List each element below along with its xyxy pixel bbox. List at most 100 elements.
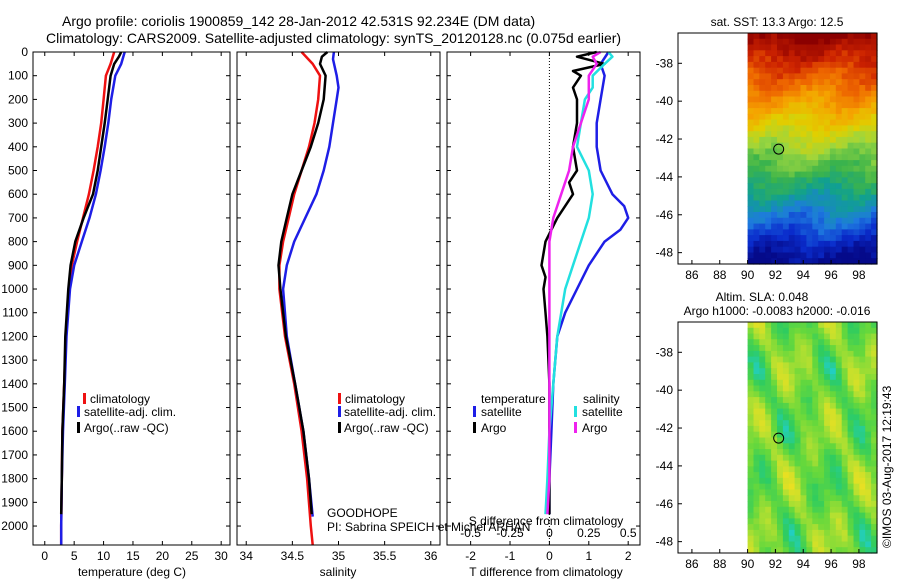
map-cell	[794, 131, 802, 138]
map-cell	[859, 379, 866, 387]
map-cell	[782, 142, 790, 150]
map-cell	[835, 200, 843, 207]
map-cell	[788, 246, 796, 254]
map-cell	[841, 177, 849, 184]
map-cell	[859, 443, 866, 450]
y-tick-label: 0	[21, 45, 28, 59]
map-cell	[829, 414, 837, 421]
map-cell	[841, 212, 849, 219]
map-cell	[835, 408, 843, 415]
map-cell	[853, 431, 860, 439]
map-cell	[847, 125, 855, 132]
map-cell	[800, 67, 807, 75]
map-cell	[771, 501, 778, 508]
map-cell	[782, 483, 790, 491]
map-cell	[777, 79, 784, 86]
map-cell	[765, 466, 772, 473]
map-cell	[835, 362, 843, 369]
map-cell	[835, 131, 843, 138]
map-cell	[853, 391, 860, 398]
map-cell	[871, 420, 878, 427]
map-cell	[753, 85, 760, 92]
map-cell	[771, 483, 778, 491]
map-cell	[753, 171, 760, 178]
map-cell	[747, 385, 755, 392]
map-cell	[765, 408, 772, 415]
map-cell	[800, 345, 807, 352]
map-cell	[794, 212, 802, 219]
map-cell	[788, 113, 796, 121]
map-cell	[777, 229, 784, 236]
map-cell	[812, 356, 819, 363]
map-cell	[800, 529, 807, 537]
map-cell	[800, 206, 807, 213]
map-cell	[777, 350, 784, 358]
map-cell	[853, 322, 860, 329]
map-cell	[853, 212, 860, 219]
map-cell	[806, 171, 813, 178]
map-cell	[777, 391, 784, 398]
map-cell	[788, 368, 796, 375]
map-cell	[853, 454, 860, 462]
map-cell	[824, 391, 831, 398]
map-cell	[753, 119, 760, 126]
map-cell	[771, 67, 778, 75]
map-cell	[818, 188, 825, 196]
map-cell	[871, 85, 878, 92]
map-cell	[829, 379, 837, 387]
map-cell	[782, 501, 790, 508]
map-cell	[782, 44, 790, 51]
map-cell	[835, 414, 843, 421]
map-cell	[871, 136, 878, 144]
map-cell	[853, 194, 860, 202]
map-cell	[841, 529, 849, 537]
map-cell	[818, 246, 825, 254]
x-tick-label: 15	[126, 549, 140, 563]
pi-label: PI: Sabrina SPEICH et Michel ARHAN	[327, 520, 530, 534]
map-cell	[765, 252, 772, 259]
map-cell	[782, 547, 790, 554]
map-cell	[835, 246, 843, 254]
map-cell	[753, 495, 760, 502]
map-cell	[782, 119, 790, 126]
map-cell	[753, 524, 760, 531]
map-cell	[841, 102, 849, 109]
map-cell	[806, 518, 813, 525]
map-cell	[853, 258, 860, 265]
map-cell	[818, 38, 825, 46]
map-cell	[782, 258, 790, 265]
map-cell	[835, 483, 843, 491]
map-cell	[835, 79, 843, 86]
map-cell	[777, 437, 784, 444]
map-cell	[800, 333, 807, 340]
map-cell	[747, 443, 755, 450]
map-cell	[759, 212, 766, 219]
map-cell	[812, 108, 819, 115]
map-cell	[800, 489, 807, 496]
map-cell	[753, 489, 760, 496]
map-cell	[765, 529, 772, 537]
map-cell	[841, 397, 849, 404]
legend-swatch-climatology	[338, 393, 341, 404]
map-cell	[782, 183, 790, 190]
map-cell	[829, 501, 837, 508]
map-cell	[829, 90, 837, 98]
map-cell	[765, 108, 772, 115]
map-cell	[818, 177, 825, 184]
map-cell	[841, 495, 849, 502]
map-cell	[818, 113, 825, 121]
map-cell	[818, 489, 825, 496]
map-cell	[800, 90, 807, 98]
map-cell	[812, 160, 819, 167]
map-cell	[835, 67, 843, 75]
map-cell	[835, 61, 843, 69]
map-cell	[782, 125, 790, 132]
map-cell	[794, 200, 802, 207]
map-cell	[765, 229, 772, 236]
map-cell	[859, 518, 866, 525]
map-cell	[847, 223, 855, 230]
map-cell	[841, 252, 849, 259]
map-cell	[806, 194, 813, 202]
map-cell	[847, 235, 855, 242]
map-cell	[800, 391, 807, 398]
